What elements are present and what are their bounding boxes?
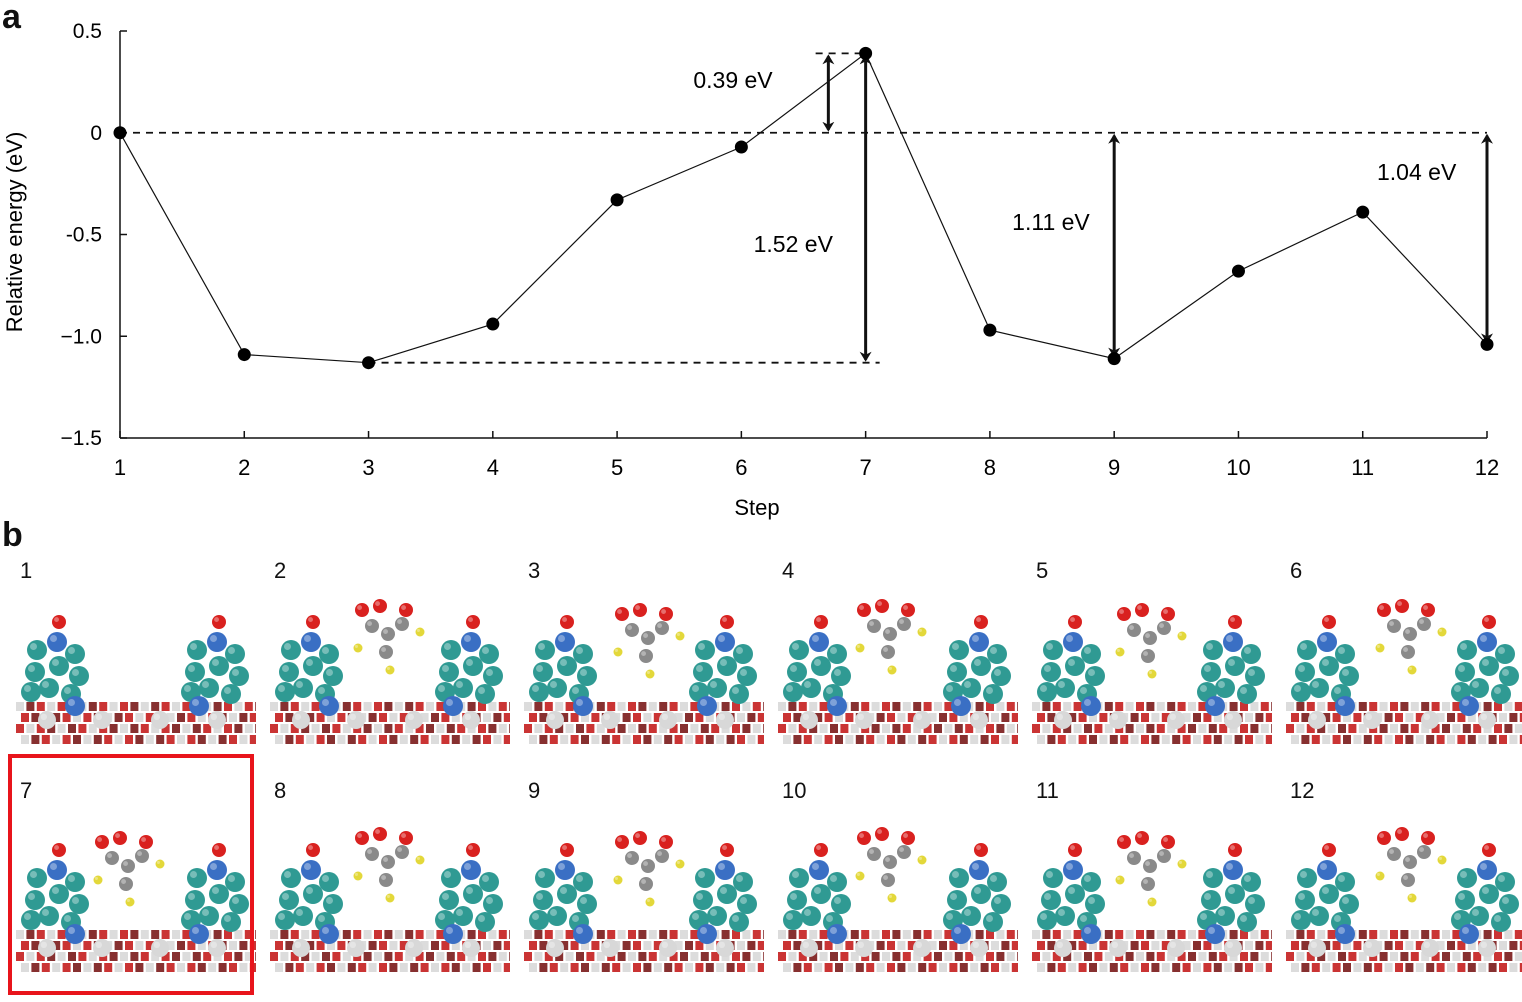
structure-image (1286, 827, 1522, 972)
structure-image (1286, 599, 1522, 744)
x-tick-label: 4 (487, 455, 499, 480)
structure-model (16, 615, 256, 744)
y-tick-label: −1.5 (61, 427, 102, 450)
data-point (237, 348, 251, 362)
data-point (362, 356, 376, 370)
structure-label: 4 (782, 558, 795, 583)
structure-image (524, 603, 764, 744)
x-tick-label: 10 (1226, 455, 1250, 480)
panel-label-a: a (2, 0, 21, 36)
structure-image (270, 827, 510, 972)
x-tick-label: 5 (611, 455, 623, 480)
x-tick-label: 7 (860, 455, 872, 480)
data-point (113, 126, 127, 140)
structure-image (778, 599, 1018, 744)
structure-model (778, 827, 1018, 972)
x-tick-label: 11 (1351, 455, 1374, 480)
data-point (1231, 264, 1245, 278)
structure-model (270, 599, 510, 744)
structure-label: 12 (1290, 778, 1315, 803)
data-point (486, 317, 500, 331)
y-axis-label: Relative energy (eV) (2, 132, 27, 333)
structure-model (524, 831, 764, 972)
y-tick-label: 0 (90, 122, 102, 145)
structure-label: 6 (1290, 558, 1303, 583)
data-point (1356, 205, 1370, 219)
data-point (1107, 352, 1121, 366)
annotation-label: 0.39 eV (693, 67, 773, 93)
structure-model (1286, 827, 1522, 972)
x-tick-label: 1 (114, 455, 126, 480)
structure-label: 11 (1036, 778, 1059, 803)
data-point (859, 46, 873, 60)
data-point (610, 193, 624, 207)
data-point (983, 323, 997, 337)
x-tick-label: 12 (1475, 455, 1499, 480)
structure-label: 8 (274, 778, 287, 803)
data-point (734, 140, 748, 154)
x-tick-label: 8 (984, 455, 996, 480)
annotation-label: 1.52 eV (754, 231, 834, 257)
structure-image (16, 615, 256, 744)
structure-image (1032, 603, 1272, 744)
structure-image (16, 831, 256, 972)
data-point (1480, 337, 1494, 351)
structure-image (778, 827, 1018, 972)
structure-model (524, 603, 764, 744)
structure-label: 10 (782, 778, 807, 803)
structure-model (1286, 599, 1522, 744)
x-tick-label: 9 (1108, 455, 1120, 480)
barrier-annotations: 0.39 eV 1.52 eV 1.11 eV 1.04 eV (368, 52, 1493, 364)
chart-axes: 0.50-0.5−1.0−1.51 2 3 4 5 6 7 8 9 10 11 12 (61, 20, 1500, 480)
x-tick-label: 2 (238, 455, 250, 480)
structure-model (16, 831, 256, 972)
highlight-box (8, 754, 254, 995)
structure-label: 2 (274, 558, 287, 583)
energy-series (113, 46, 1494, 370)
x-axis-label: Step (734, 495, 779, 520)
structure-label: 5 (1036, 558, 1049, 583)
energy-profile-chart: 0.50-0.5−1.0−1.51 2 3 4 5 6 7 8 9 10 11 12 0.39 eV1… (2, 20, 1500, 520)
y-tick-label: −1.0 (61, 325, 102, 348)
x-tick-label: 6 (735, 455, 747, 480)
structure-model (1032, 603, 1272, 744)
structure-label: 3 (528, 558, 541, 583)
structure-image (524, 831, 764, 972)
structure-label: 1 (20, 558, 33, 583)
annotation-label: 1.11 eV (1012, 209, 1090, 235)
structure-label: 9 (528, 778, 541, 803)
structure-model (270, 827, 510, 972)
x-tick-label: 3 (362, 455, 374, 480)
energy-line (119, 52, 1488, 364)
panel-label-b: b (2, 516, 23, 554)
structure-image (270, 599, 510, 744)
structure-model (1032, 831, 1272, 972)
structure-model (778, 599, 1018, 744)
y-tick-label: -0.5 (66, 224, 102, 247)
annotation-label: 1.04 eV (1377, 159, 1457, 185)
structure-image (1032, 831, 1272, 972)
y-tick-label: 0.5 (73, 20, 102, 43)
structure-label: 7 (20, 778, 33, 803)
